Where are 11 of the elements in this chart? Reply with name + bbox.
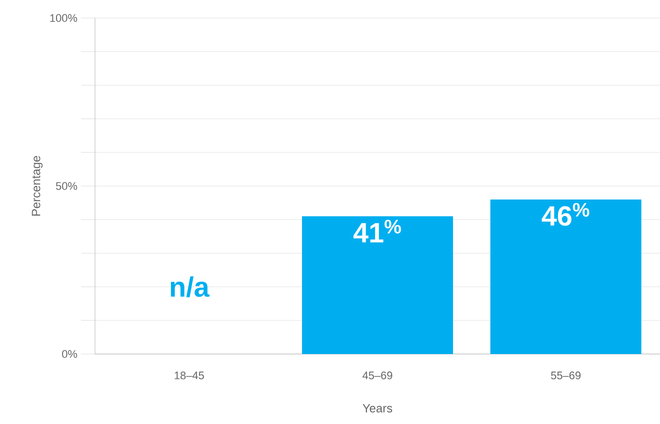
text: n/a (170, 276, 210, 298)
y-tick-label: 100% (50, 14, 78, 22)
x-tick-label: 45–69 (362, 372, 392, 380)
x-tick-label: 55–69 (551, 372, 581, 380)
y-tick-label: 50% (56, 182, 78, 190)
x-axis-title: Years (362, 404, 392, 412)
y-tick-label: 0% (62, 350, 78, 358)
y-axis-title: Percentage (32, 156, 43, 216)
data-label: 41$^{%}$ (353, 220, 401, 242)
x-tick-label: 18–45 (174, 372, 204, 380)
data-label: 46$^{%}$ (542, 202, 590, 226)
